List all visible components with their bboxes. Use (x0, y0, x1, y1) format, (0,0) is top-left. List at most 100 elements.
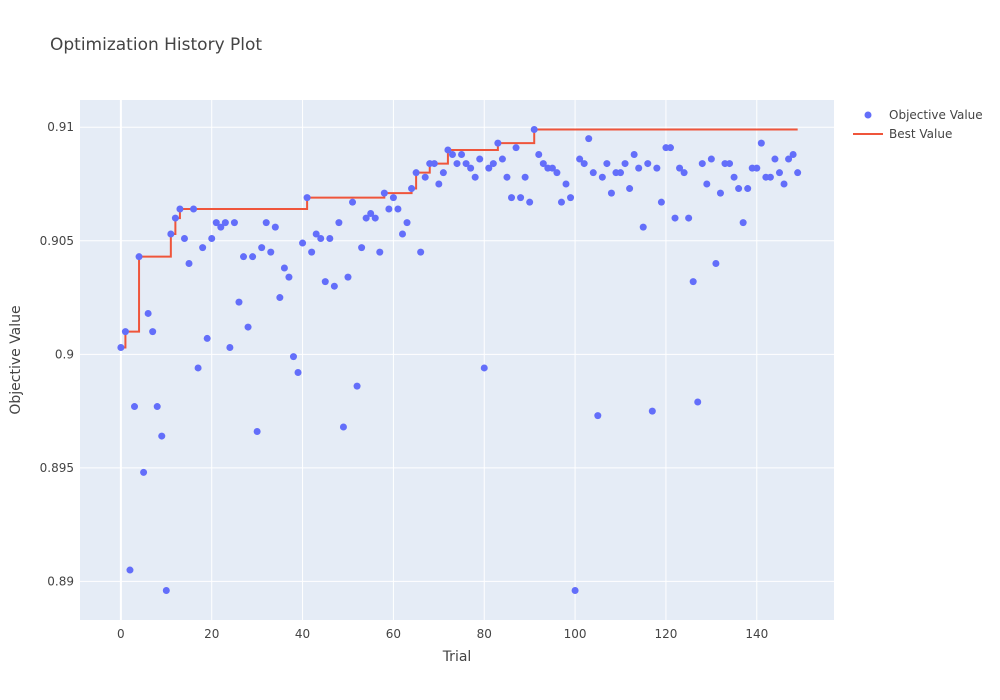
objective-value-point[interactable] (389, 194, 397, 202)
objective-value-point[interactable] (394, 205, 402, 213)
objective-value-point[interactable] (666, 144, 674, 152)
objective-value-point[interactable] (653, 164, 661, 172)
objective-value-point[interactable] (199, 244, 207, 252)
legend-item-best-value[interactable]: Best Value (853, 127, 952, 141)
objective-value-point[interactable] (312, 230, 320, 238)
objective-value-point[interactable] (639, 223, 647, 231)
objective-value-point[interactable] (771, 155, 779, 163)
objective-value-point[interactable] (339, 423, 347, 431)
objective-value-point[interactable] (521, 173, 529, 181)
objective-value-point[interactable] (716, 189, 724, 197)
objective-value-point[interactable] (467, 164, 475, 172)
objective-value-point[interactable] (358, 244, 366, 252)
objective-value-point[interactable] (403, 219, 411, 227)
objective-value-point[interactable] (576, 155, 584, 163)
objective-value-point[interactable] (680, 169, 688, 177)
objective-value-point[interactable] (458, 150, 466, 158)
objective-value-point[interactable] (735, 185, 743, 193)
objective-value-point[interactable] (376, 248, 384, 256)
objective-value-point[interactable] (548, 164, 556, 172)
objective-value-point[interactable] (512, 144, 520, 152)
objective-value-point[interactable] (703, 180, 711, 188)
objective-value-point[interactable] (380, 189, 388, 197)
objective-value-point[interactable] (685, 214, 693, 222)
objective-value-point[interactable] (235, 298, 243, 306)
objective-value-point[interactable] (280, 264, 288, 272)
objective-value-point[interactable] (208, 235, 216, 243)
legend[interactable]: Objective Value Best Value (853, 108, 983, 141)
objective-value-point[interactable] (676, 164, 684, 172)
objective-value-point[interactable] (626, 185, 634, 193)
objective-value-point[interactable] (349, 198, 357, 206)
objective-value-point[interactable] (757, 139, 765, 147)
objective-value-point[interactable] (553, 169, 561, 177)
objective-value-point[interactable] (567, 194, 575, 202)
objective-value-point[interactable] (526, 198, 534, 206)
objective-value-point[interactable] (444, 146, 452, 154)
objective-value-point[interactable] (448, 150, 456, 158)
objective-value-point[interactable] (344, 273, 352, 281)
objective-value-point[interactable] (476, 155, 484, 163)
objective-value-point[interactable] (766, 173, 774, 181)
objective-value-point[interactable] (535, 150, 543, 158)
objective-value-point[interactable] (585, 135, 593, 143)
objective-value-point[interactable] (480, 364, 488, 372)
objective-value-point[interactable] (439, 169, 447, 177)
objective-value-point[interactable] (435, 180, 443, 188)
objective-value-point[interactable] (276, 294, 284, 302)
objective-value-point[interactable] (326, 235, 334, 243)
objective-value-point[interactable] (494, 139, 502, 147)
objective-value-point[interactable] (539, 160, 547, 168)
objective-value-point[interactable] (140, 468, 148, 476)
objective-value-point[interactable] (417, 248, 425, 256)
objective-value-point[interactable] (671, 214, 679, 222)
objective-value-point[interactable] (185, 259, 193, 267)
objective-value-point[interactable] (180, 235, 188, 243)
objective-value-point[interactable] (408, 185, 416, 193)
objective-value-point[interactable] (317, 235, 325, 243)
objective-value-point[interactable] (794, 169, 802, 177)
objective-value-point[interactable] (171, 214, 179, 222)
objective-value-point[interactable] (308, 248, 316, 256)
objective-value-point[interactable] (730, 173, 738, 181)
objective-value-point[interactable] (221, 219, 229, 227)
objective-value-point[interactable] (462, 160, 470, 168)
objective-value-point[interactable] (657, 198, 665, 206)
objective-value-point[interactable] (689, 278, 697, 286)
objective-value-point[interactable] (607, 189, 615, 197)
objective-value-point[interactable] (594, 412, 602, 420)
objective-value-point[interactable] (330, 282, 338, 290)
objective-value-point[interactable] (353, 382, 361, 390)
objective-value-point[interactable] (698, 160, 706, 168)
objective-value-point[interactable] (580, 160, 588, 168)
objective-value-point[interactable] (603, 160, 611, 168)
objective-value-point[interactable] (557, 198, 565, 206)
objective-value-point[interactable] (285, 273, 293, 281)
objective-value-point[interactable] (258, 244, 266, 252)
objective-value-point[interactable] (167, 230, 175, 238)
objective-value-point[interactable] (648, 407, 656, 415)
objective-value-point[interactable] (121, 328, 129, 336)
objective-value-point[interactable] (303, 194, 311, 202)
objective-value-point[interactable] (630, 150, 638, 158)
objective-value-point[interactable] (617, 169, 625, 177)
objective-value-point[interactable] (262, 219, 270, 227)
objective-value-point[interactable] (398, 230, 406, 238)
objective-value-point[interactable] (780, 180, 788, 188)
objective-value-point[interactable] (598, 173, 606, 181)
objective-value-point[interactable] (517, 194, 525, 202)
objective-value-point[interactable] (176, 205, 184, 213)
objective-value-point[interactable] (117, 344, 125, 352)
objective-value-point[interactable] (562, 180, 570, 188)
objective-value-point[interactable] (267, 248, 275, 256)
objective-value-point[interactable] (430, 160, 438, 168)
objective-value-point[interactable] (471, 173, 479, 181)
objective-value-point[interactable] (240, 253, 248, 261)
legend-item-objective-value[interactable]: Objective Value (864, 108, 983, 122)
objective-value-point[interactable] (153, 403, 161, 411)
objective-value-point[interactable] (126, 566, 134, 574)
objective-value-point[interactable] (212, 219, 220, 227)
objective-value-point[interactable] (635, 164, 643, 172)
objective-value-point[interactable] (131, 403, 139, 411)
objective-value-point[interactable] (589, 169, 597, 177)
